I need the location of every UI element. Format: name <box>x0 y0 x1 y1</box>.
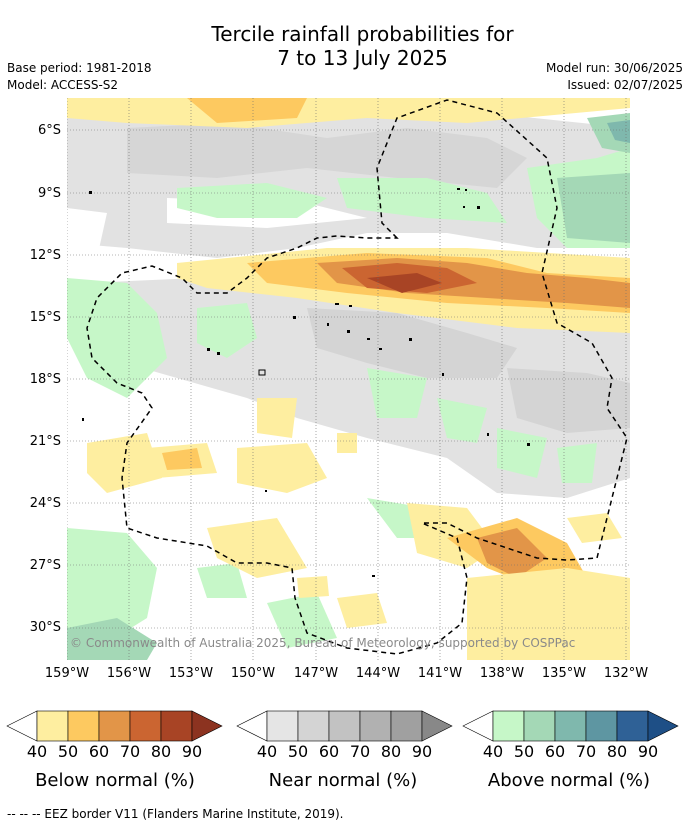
map-canvas <box>67 98 630 660</box>
legend-swatch <box>6 710 38 742</box>
legend-swatch <box>191 710 223 742</box>
legend-swatch <box>266 710 299 742</box>
legend-tick: 80 <box>606 742 628 761</box>
lat-label: 18°S <box>29 372 61 387</box>
eez-borders <box>86 99 628 655</box>
legend-tick: 50 <box>513 742 535 761</box>
lat-label: 9°S <box>37 186 61 201</box>
lon-label: 141°W <box>417 666 463 681</box>
lon-label: 132°W <box>603 666 649 681</box>
legend-swatch <box>236 710 268 742</box>
legend-tick: 80 <box>150 742 172 761</box>
model-name: Model: ACCESS-S2 <box>7 78 119 92</box>
legend-swatch <box>36 710 69 742</box>
legend-tick: 70 <box>349 742 371 761</box>
legend-tick: 60 <box>88 742 110 761</box>
probability-map <box>67 98 630 660</box>
legend-tick: 50 <box>287 742 309 761</box>
meta-right: Model run: 30/06/2025 Issued: 02/07/2025 <box>546 60 683 94</box>
map-title: Tercile rainfall probabilities for 7 to … <box>0 22 690 70</box>
legend-swatch <box>585 710 618 742</box>
lat-label: 27°S <box>29 558 61 573</box>
legend-swatch <box>297 710 330 742</box>
legend-title-near: Near normal (%) <box>268 770 418 791</box>
lat-label: 21°S <box>29 434 61 449</box>
legend-swatch <box>390 710 423 742</box>
gridlines <box>67 98 630 660</box>
legend-near-normal: 40 50 60 70 80 90 <box>236 710 454 762</box>
legend-below-normal: 40 50 60 70 80 90 <box>6 710 224 762</box>
legend-colorbar-above <box>462 710 679 742</box>
legend-tick: 60 <box>544 742 566 761</box>
lat-label: 15°S <box>29 310 61 325</box>
legend-swatch <box>523 710 556 742</box>
legend-tick: 40 <box>26 742 48 761</box>
lon-label: 150°W <box>230 666 276 681</box>
legend-tick: 70 <box>119 742 141 761</box>
legend-tick: 90 <box>181 742 203 761</box>
legend-swatch <box>492 710 525 742</box>
legend-ticks: 40 50 60 70 80 90 <box>6 742 224 762</box>
eez-footnote: -- -- -- EEZ border V11 (Flanders Marine… <box>7 807 344 821</box>
lon-label: 159°W <box>44 666 90 681</box>
meta-left: Base period: 1981-2018 Model: ACCESS-S2 <box>7 60 152 94</box>
legend-swatch <box>98 710 131 742</box>
lon-label: 156°W <box>106 666 152 681</box>
legend-title-below: Below normal (%) <box>35 770 195 791</box>
legend-tick: 40 <box>256 742 278 761</box>
legend-tick: 90 <box>637 742 659 761</box>
islands <box>82 188 530 577</box>
legend-colorbar-below <box>6 710 223 742</box>
lat-label: 12°S <box>29 248 61 263</box>
legend-swatch <box>160 710 193 742</box>
legend-tick: 70 <box>575 742 597 761</box>
legend-tick: 90 <box>411 742 433 761</box>
legend-ticks: 40 50 60 70 80 90 <box>236 742 454 762</box>
legend-swatch <box>421 710 453 742</box>
legend-tick: 60 <box>318 742 340 761</box>
issued-date: Issued: 02/07/2025 <box>567 78 683 92</box>
legend-swatch <box>554 710 587 742</box>
legend-colorbar-near <box>236 710 453 742</box>
legend-swatch <box>129 710 162 742</box>
legend-ticks: 40 50 60 70 80 90 <box>462 742 680 762</box>
title-line-2: 7 to 13 July 2025 <box>277 46 448 70</box>
legend-swatch <box>616 710 649 742</box>
title-line-1: Tercile rainfall probabilities for <box>211 22 514 46</box>
below-normal-areas <box>67 98 630 660</box>
lon-label: 138°W <box>479 666 525 681</box>
legend-swatch <box>328 710 361 742</box>
legend-swatch <box>462 710 494 742</box>
lat-label: 24°S <box>29 496 61 511</box>
lon-label: 147°W <box>293 666 339 681</box>
legend-tick: 40 <box>482 742 504 761</box>
base-period: Base period: 1981-2018 <box>7 61 152 75</box>
model-run: Model run: 30/06/2025 <box>545 61 683 75</box>
legend-title-above: Above normal (%) <box>487 770 651 791</box>
lon-label: 135°W <box>541 666 587 681</box>
lon-label: 144°W <box>355 666 401 681</box>
legend-tick: 80 <box>380 742 402 761</box>
legend-above-normal: 40 50 60 70 80 90 <box>462 710 680 762</box>
lat-label: 30°S <box>29 620 61 635</box>
legend-swatch <box>67 710 100 742</box>
legend-tick: 50 <box>57 742 79 761</box>
lon-label: 153°W <box>168 666 214 681</box>
copyright-notice: © Commonwealth of Australia 2025, Bureau… <box>70 636 576 650</box>
lat-label: 6°S <box>37 123 61 138</box>
legend-swatch <box>647 710 679 742</box>
legend-swatch <box>359 710 392 742</box>
